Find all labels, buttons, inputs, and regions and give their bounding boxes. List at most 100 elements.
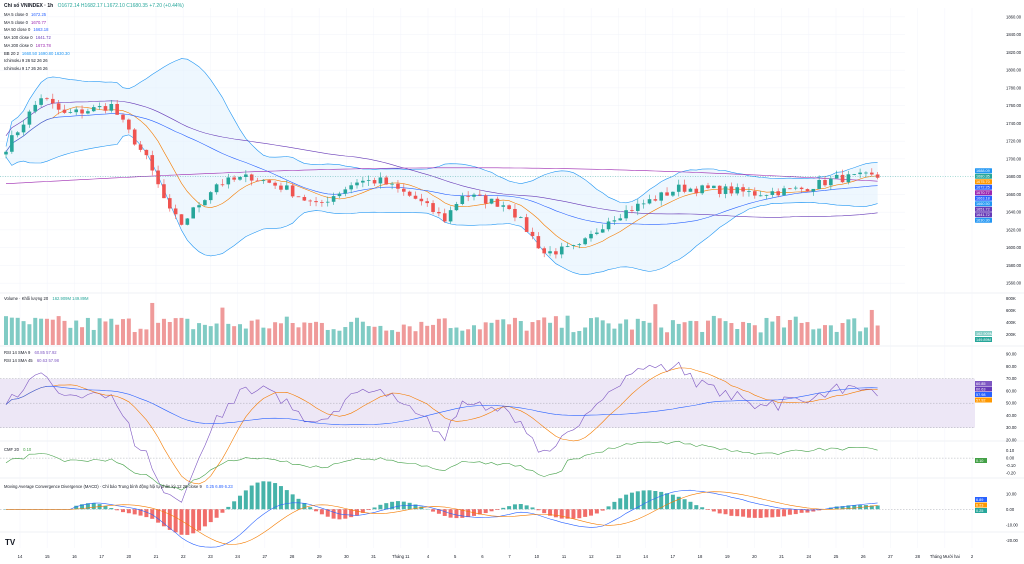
candle-body (68, 112, 73, 113)
volume-title[interactable]: Volume · Khối lượng 20 (4, 296, 49, 301)
volume-bar (97, 318, 102, 345)
cmf-title[interactable]: CMF 20 (4, 447, 19, 452)
rsi-last-bg (975, 386, 992, 392)
candle-body (846, 174, 851, 183)
candle-body (536, 236, 541, 249)
volume-bar (366, 326, 371, 345)
candle-body (858, 172, 862, 175)
candle-body (870, 172, 874, 175)
candle-body (589, 233, 593, 239)
macd-histogram-bar (255, 482, 260, 510)
candle-body (115, 103, 119, 115)
y-tick-label: 1600.00 (1006, 245, 1022, 250)
volume-bar (273, 322, 278, 345)
macd-histogram-bar (729, 509, 734, 516)
volume-last-bg (975, 337, 992, 342)
rsi-pane-label-2: RSI 14 SMA 45 60.63 57.98 (4, 358, 62, 363)
x-tick-label: 27 (262, 554, 267, 559)
candle-body (197, 205, 201, 208)
x-tick-label: 23 (208, 554, 213, 559)
candle-body (659, 192, 663, 201)
macd-histogram-bar (758, 509, 763, 518)
legend-row[interactable]: BB 20 2 1660.50 1690.80 1630.30 (4, 50, 73, 58)
volume-bar (741, 321, 746, 345)
volume-pane[interactable] (4, 302, 880, 345)
legend-row[interactable]: Ichimoku 9 17 26 26 26 (4, 65, 73, 73)
candle-body (45, 98, 49, 100)
price-axis-label-bg (975, 184, 992, 190)
volume-bar (770, 321, 775, 345)
macd-histogram-bar (869, 505, 874, 510)
rsi2-title[interactable]: RSI 14 SMA 45 (4, 358, 33, 363)
candle-body (325, 201, 330, 203)
legend-row[interactable]: MA 100 close 0 1641.72 (4, 34, 73, 42)
y-tick-label: 1760.00 (1006, 103, 1022, 108)
macd-histogram-bar (431, 509, 436, 512)
candle-body (56, 103, 61, 110)
legend-row[interactable]: MA 50 close 0 1663.18 (4, 26, 73, 34)
macd-pane[interactable] (0, 481, 975, 548)
x-tick-label: 7 (508, 554, 511, 559)
macd-histogram-bar (284, 490, 289, 510)
volume-bar (536, 320, 541, 345)
candle-body (39, 98, 43, 105)
x-tick-label: 18 (698, 554, 703, 559)
symbol-title[interactable]: Chỉ số VNINDEX · 1h (4, 3, 54, 9)
candle-body (366, 180, 371, 181)
volume-bar (670, 320, 675, 345)
candle-body (647, 199, 652, 204)
x-tick-label: 20 (126, 554, 131, 559)
rsi-pane[interactable] (0, 361, 975, 503)
legend-row[interactable]: MA 5 close 0 1670.77 (4, 19, 73, 27)
candle-body (758, 195, 763, 197)
legend-row[interactable]: MA 5 close 0 1672.25 (4, 11, 73, 19)
candle-body (600, 229, 605, 233)
volume-bar (776, 316, 781, 345)
x-tick-label: 14 (643, 554, 648, 559)
macd-histogram-bar (875, 505, 880, 510)
macd-last-label: 6.89 (976, 498, 983, 502)
candle-body (419, 198, 424, 202)
legend-value: 1663.18 (33, 27, 49, 33)
legend-row[interactable]: Ichimoku 9 26 52 26 26 (4, 57, 73, 65)
candle-body (255, 180, 260, 182)
price-pane[interactable] (0, 58, 975, 275)
volume-bar (869, 309, 874, 345)
candle-body (437, 211, 441, 214)
macd-title[interactable]: Moving Average Convergence Divergence (M… (4, 484, 202, 489)
x-tick-label: 5 (454, 554, 457, 559)
legend-row[interactable]: MA 200 close 0 1673.78 (4, 42, 73, 50)
macd-histogram-bar (419, 506, 424, 510)
price-axis-label-bg (975, 179, 992, 185)
cmf-pane[interactable] (0, 440, 975, 491)
candle-body (144, 149, 149, 156)
volume-bar (752, 325, 757, 345)
candle-body (595, 232, 599, 234)
volume-bar (161, 318, 166, 345)
volume-bar (758, 332, 763, 345)
volume-bar (21, 321, 26, 345)
rsi1-title[interactable]: RSI 14 SMA 9 (4, 350, 31, 355)
candle-body (109, 103, 114, 111)
candle-body (548, 251, 552, 254)
volume-bar (507, 324, 512, 345)
volume-bar (144, 329, 149, 345)
macd-line (6, 489, 878, 548)
tradingview-logo[interactable]: TV (5, 538, 16, 547)
price-axis-label-bg (975, 206, 992, 212)
macd-histogram-bar (466, 509, 471, 518)
y-tick-label: 1700.00 (1006, 156, 1022, 161)
candle-body (448, 210, 453, 222)
candle-body (285, 185, 289, 190)
candle-body (571, 245, 576, 246)
macd-last-label: 0.25 (976, 509, 983, 513)
macd-histogram-bar (343, 509, 348, 519)
candle-body (753, 191, 757, 196)
candle-body (788, 188, 792, 190)
candle-body (33, 104, 38, 112)
candle-body (185, 218, 190, 225)
candle-body (162, 184, 166, 199)
macd-histogram-bar (80, 504, 85, 510)
candle-body (466, 195, 470, 197)
